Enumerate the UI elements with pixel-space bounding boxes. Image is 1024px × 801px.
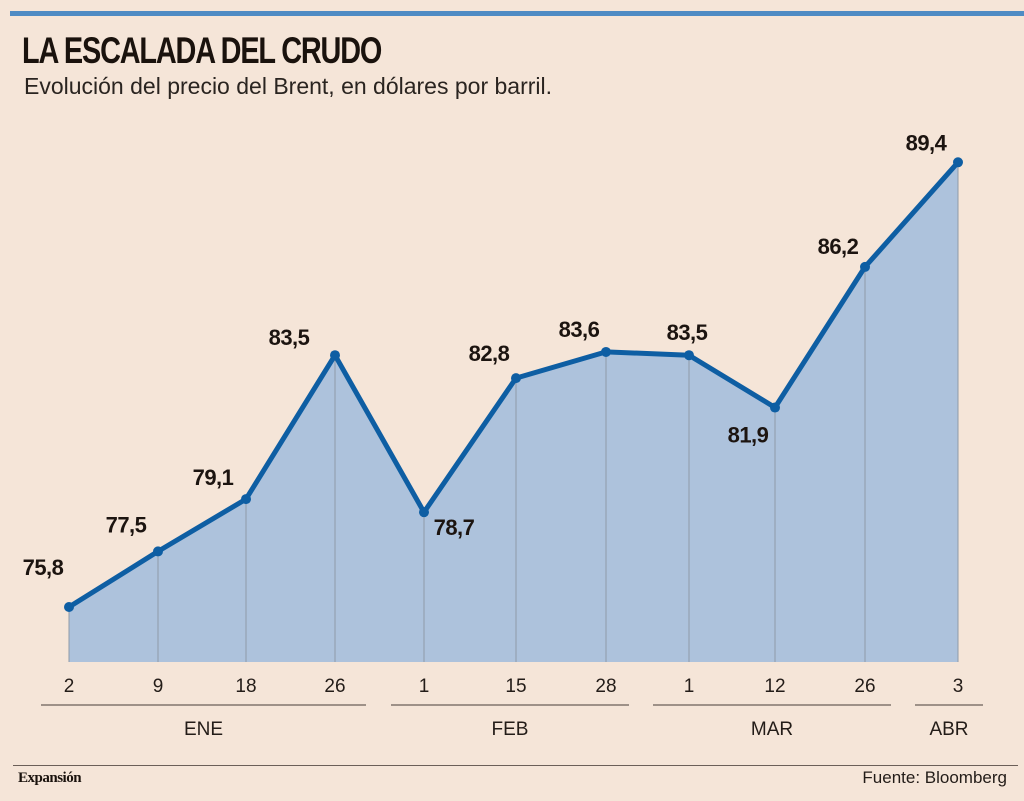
area-layer	[69, 162, 958, 663]
data-label: 78,7	[434, 515, 475, 540]
data-point	[601, 346, 611, 357]
chart-subtitle: Evolución del precio del Brent, en dólar…	[24, 73, 553, 99]
data-label: 86,2	[818, 234, 859, 259]
x-tick-label: 15	[505, 676, 526, 697]
drop-lines	[68, 162, 959, 662]
data-label: 83,6	[559, 317, 600, 342]
brent-price-chart: 75,8 77,5 79,1 83,5 78,7 82,8 83,6 83,5 81,9 86,2…	[23, 130, 983, 740]
month-label: ABR	[929, 719, 968, 740]
brand-logo: Expansión	[18, 770, 82, 786]
data-label: 83,5	[269, 325, 310, 350]
month-label: MAR	[751, 719, 793, 740]
data-point	[860, 261, 870, 272]
chart-title: LA ESCALADA DEL CRUDO	[22, 30, 382, 71]
data-label: 79,1	[193, 465, 234, 490]
data-labels: 75,8 77,5 79,1 83,5 78,7 82,8 83,6 83,5 81,9 86,2…	[23, 130, 949, 580]
month-groups: ENE FEB MAR ABR	[41, 704, 983, 740]
month-label: ENE	[184, 719, 223, 740]
data-point	[953, 157, 963, 168]
source-note: Fuente: Bloomberg	[862, 768, 1007, 787]
x-tick-label: 26	[854, 676, 875, 697]
footer-divider	[13, 765, 1018, 766]
data-point	[64, 602, 74, 612]
data-label: 81,9	[728, 423, 769, 448]
x-tick-label: 12	[764, 676, 785, 697]
x-tick-labels: 2 9 18 26 1 15 28 1 12 26 3	[64, 676, 964, 697]
data-label: 83,5	[667, 320, 708, 345]
data-label: 89,4	[906, 130, 948, 155]
x-tick-label: 2	[64, 676, 75, 697]
data-label: 82,8	[469, 341, 510, 366]
month-label: FEB	[492, 719, 529, 740]
data-point	[241, 494, 251, 505]
x-tick-label: 18	[235, 676, 256, 697]
data-label: 75,8	[23, 555, 64, 580]
x-tick-label: 1	[684, 676, 695, 697]
data-point	[153, 546, 163, 557]
points-layer	[64, 157, 963, 612]
top-accent-bar	[10, 11, 1024, 16]
x-tick-label: 9	[153, 676, 164, 697]
data-point	[770, 402, 780, 413]
x-tick-label: 3	[953, 676, 964, 697]
data-point	[511, 373, 521, 384]
data-point	[419, 507, 429, 518]
x-tick-label: 1	[419, 676, 430, 697]
data-label: 77,5	[106, 512, 147, 537]
data-point	[684, 350, 694, 361]
x-tick-label: 28	[595, 676, 616, 697]
data-point	[330, 350, 340, 361]
x-tick-label: 26	[324, 676, 345, 697]
price-area	[69, 162, 958, 663]
